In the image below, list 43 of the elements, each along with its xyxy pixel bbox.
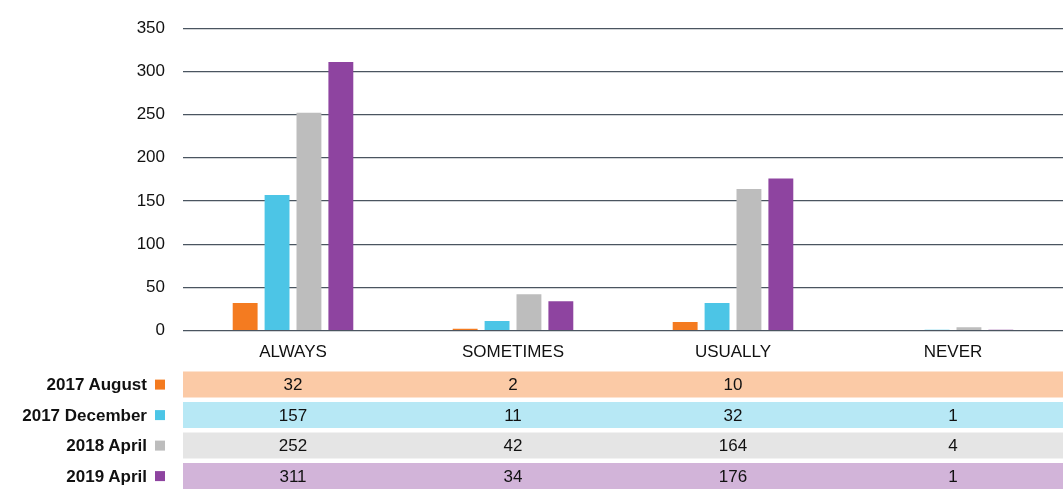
bar [296, 112, 322, 330]
legend-label: 2017 December [22, 405, 148, 425]
bar [328, 61, 354, 330]
x-tick-label: ALWAYS [259, 342, 327, 362]
data-label: 10 [723, 375, 743, 395]
legend-label: 2019 April [66, 466, 147, 486]
y-tick-label: 350 [136, 17, 165, 37]
data-label: 252 [278, 436, 308, 456]
data-label: 2 [508, 375, 518, 395]
y-tick-label: 150 [136, 190, 165, 210]
data-label: 164 [718, 436, 748, 456]
x-tick-label: NEVER [923, 342, 983, 362]
y-tick-label: 200 [136, 147, 165, 167]
data-label: 34 [503, 466, 523, 486]
bar [264, 194, 290, 330]
bar [704, 302, 730, 330]
data-label: 32 [283, 375, 303, 395]
data-label: 157 [278, 405, 308, 425]
legend-label: 2018 April [66, 436, 147, 456]
data-label: 4 [948, 436, 958, 456]
bar [672, 321, 698, 330]
data-label: 1 [948, 405, 958, 425]
bar [548, 301, 574, 330]
bar [768, 178, 794, 330]
y-tick-label: 0 [155, 320, 165, 340]
data-label: 176 [718, 466, 748, 486]
bar [484, 321, 510, 330]
data-label: 311 [279, 466, 307, 486]
data-label: 11 [504, 405, 522, 425]
y-tick-label: 300 [136, 61, 165, 81]
bar [956, 327, 982, 330]
data-label: 1 [948, 466, 958, 486]
y-tick-label: 100 [136, 233, 165, 253]
bar [736, 188, 762, 330]
y-tick-label: 50 [146, 277, 165, 297]
legend-label: 2017 August [46, 375, 148, 395]
bar [516, 294, 542, 330]
x-tick-label: SOMETIMES [461, 342, 565, 362]
y-tick-label: 250 [136, 104, 165, 124]
data-label: 42 [503, 436, 523, 456]
data-label: 32 [723, 405, 743, 425]
x-tick-label: USUALLY [694, 342, 772, 362]
bar [232, 302, 258, 330]
